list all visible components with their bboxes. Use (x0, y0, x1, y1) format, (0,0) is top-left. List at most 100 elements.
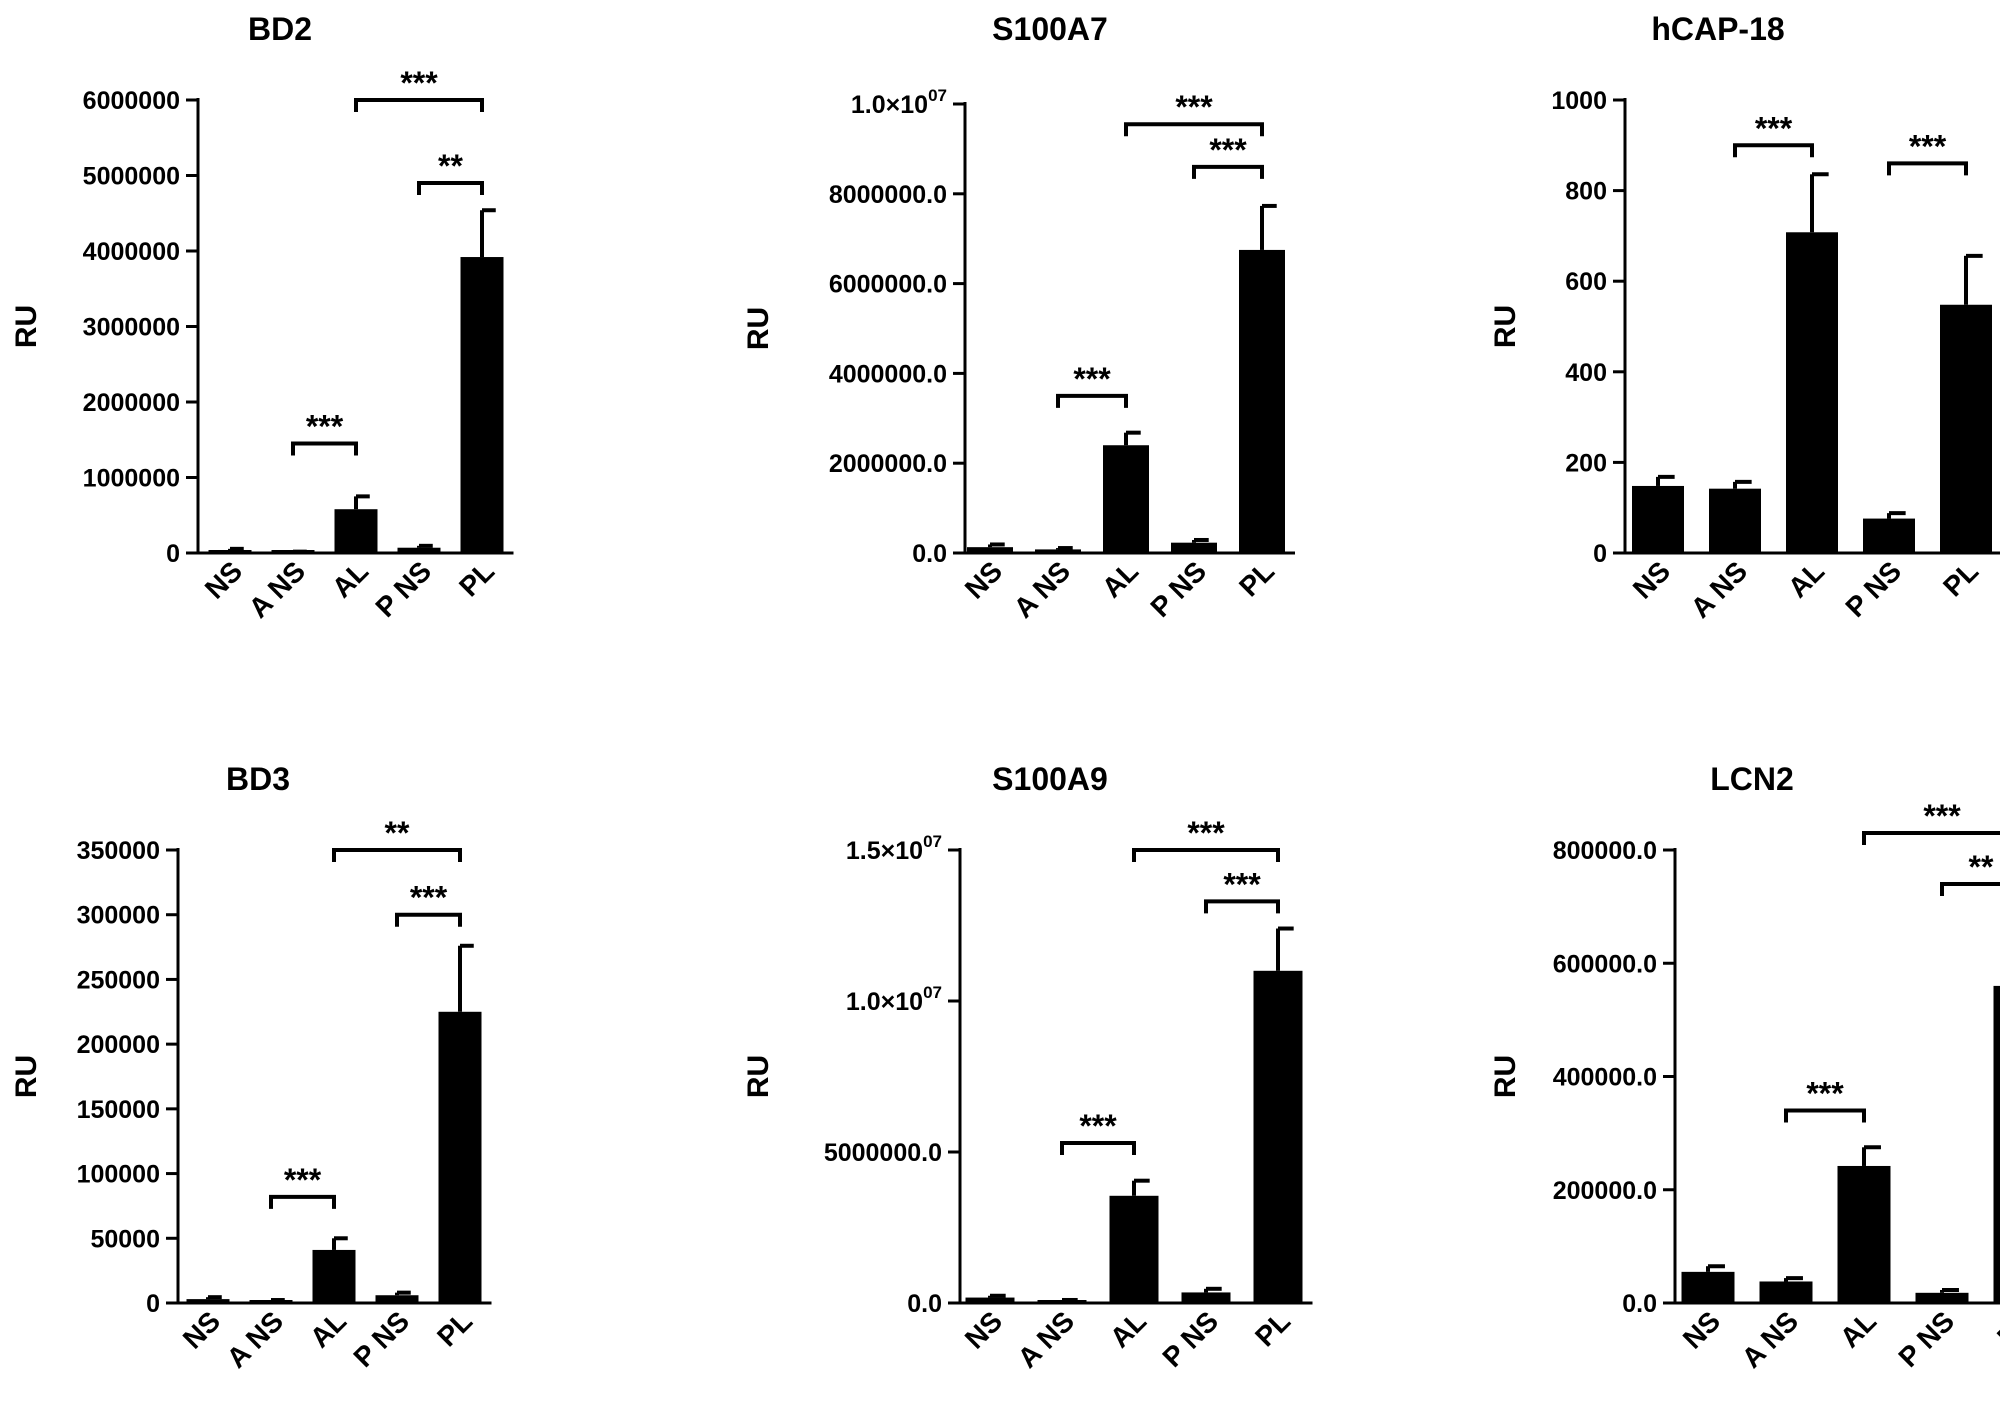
y-tick-label: 5000000 (83, 163, 180, 191)
bar (1915, 1292, 1969, 1303)
y-tick-label: 150000 (77, 1096, 160, 1124)
x-tick-label: PL (1233, 555, 1280, 602)
y-tick-label: 800000.0 (1553, 837, 1657, 865)
y-tick-label: 250000 (77, 966, 160, 994)
y-tick-label: 3000000 (83, 314, 180, 342)
significance-bracket (1204, 899, 1280, 914)
significance-label: *** (1073, 361, 1111, 397)
y-tick-label: 0.0 (907, 1290, 942, 1318)
y-tick-label: 2000000.0 (829, 450, 947, 478)
y-tick-label: 1.5×1007 (846, 832, 942, 865)
x-tick-label: P NS (369, 555, 437, 623)
chart-title: BD2 (248, 11, 312, 47)
x-tick-label: NS (199, 555, 248, 604)
x-tick-label: P NS (1892, 1305, 1960, 1373)
bar (1940, 304, 1992, 553)
significance-bracket (1733, 143, 1814, 158)
significance-label: *** (1909, 128, 1947, 164)
x-tick-label: NS (177, 1305, 226, 1354)
x-tick-label: NS (1677, 1305, 1726, 1354)
significance-label: *** (400, 65, 438, 101)
y-tick-label: 0 (146, 1290, 160, 1318)
significance-bracket (332, 848, 462, 862)
significance-bracket (1784, 1108, 1866, 1123)
y-tick-label: 200000.0 (1553, 1177, 1657, 1205)
significance-bracket (1124, 122, 1264, 137)
significance-label: *** (1187, 815, 1225, 851)
bar (1109, 1195, 1159, 1303)
significance-label: *** (1209, 132, 1247, 168)
significance-bracket (1887, 161, 1968, 176)
y-axis-label: RU (10, 305, 43, 348)
x-tick-label: A NS (1012, 1305, 1080, 1373)
bar (460, 257, 504, 553)
bar (1239, 249, 1285, 554)
significance-label: *** (284, 1162, 322, 1198)
bar (186, 1299, 230, 1303)
bar (1253, 970, 1303, 1303)
bar (1035, 549, 1081, 553)
y-tick-label: 0.0 (1622, 1290, 1657, 1318)
significance-label: ** (438, 148, 463, 184)
y-tick-label: 400 (1565, 359, 1607, 387)
y-axis-label: RU (1489, 305, 1522, 348)
y-axis-label: RU (742, 307, 775, 350)
y-tick-label: 4000000.0 (829, 360, 947, 388)
y-tick-label: 600000.0 (1553, 950, 1657, 978)
y-tick-label: 0.0 (912, 540, 947, 568)
bar (967, 547, 1013, 553)
y-tick-label: 5000000.0 (824, 1139, 942, 1167)
bar (375, 1295, 419, 1303)
x-tick-label: NS (1627, 555, 1676, 604)
y-axis-label: RU (1489, 1055, 1522, 1098)
x-tick-label: AL (326, 555, 374, 603)
significance-bracket (1862, 831, 2000, 846)
x-tick-label: P NS (1156, 1305, 1224, 1373)
x-tick-label: PL (1937, 555, 1984, 602)
bar (1709, 488, 1761, 553)
y-tick-label: 1.0×1007 (846, 983, 942, 1016)
chart-title: LCN2 (1710, 761, 1794, 797)
bar (438, 1011, 482, 1303)
x-tick-label: A NS (243, 555, 311, 623)
y-axis-label: RU (742, 1055, 775, 1098)
y-tick-label: 50000 (90, 1225, 160, 1253)
significance-bracket (1940, 881, 2000, 896)
bar (1103, 445, 1149, 553)
bar (1759, 1281, 1813, 1303)
y-tick-label: 0 (166, 540, 180, 568)
y-tick-label: 400000.0 (1553, 1064, 1657, 1092)
y-tick-label: 200 (1565, 449, 1607, 477)
significance-label: *** (1223, 866, 1261, 902)
bar (397, 547, 441, 553)
y-tick-label: 300000 (77, 902, 160, 930)
x-tick-label: P NS (1839, 555, 1907, 623)
significance-label: ** (385, 815, 410, 851)
y-tick-label: 1.0×1007 (851, 86, 947, 119)
bar (312, 1249, 356, 1303)
x-tick-label: AL (304, 1305, 352, 1353)
bar (1632, 485, 1684, 553)
significance-label: *** (1755, 110, 1793, 146)
y-tick-label: 6000000.0 (829, 271, 947, 299)
x-tick-label: NS (959, 1305, 1008, 1354)
x-tick-label: AL (1104, 1305, 1152, 1353)
chart-title: S100A7 (992, 11, 1108, 47)
y-tick-label: 100000 (77, 1161, 160, 1189)
x-tick-label: NS (959, 555, 1008, 604)
y-tick-label: 800 (1565, 178, 1607, 206)
significance-bracket (1192, 164, 1264, 179)
significance-label: *** (306, 409, 344, 445)
chart-title: BD3 (226, 761, 290, 797)
x-tick-label: A NS (221, 1305, 289, 1373)
significance-bracket (269, 1194, 336, 1209)
significance-bracket (291, 441, 358, 456)
y-tick-label: 600 (1565, 268, 1607, 296)
chart-title: S100A9 (992, 761, 1108, 797)
significance-bracket (395, 912, 462, 927)
bar (1863, 518, 1915, 553)
bar (1837, 1165, 1891, 1303)
x-tick-label: AL (1834, 1305, 1882, 1353)
